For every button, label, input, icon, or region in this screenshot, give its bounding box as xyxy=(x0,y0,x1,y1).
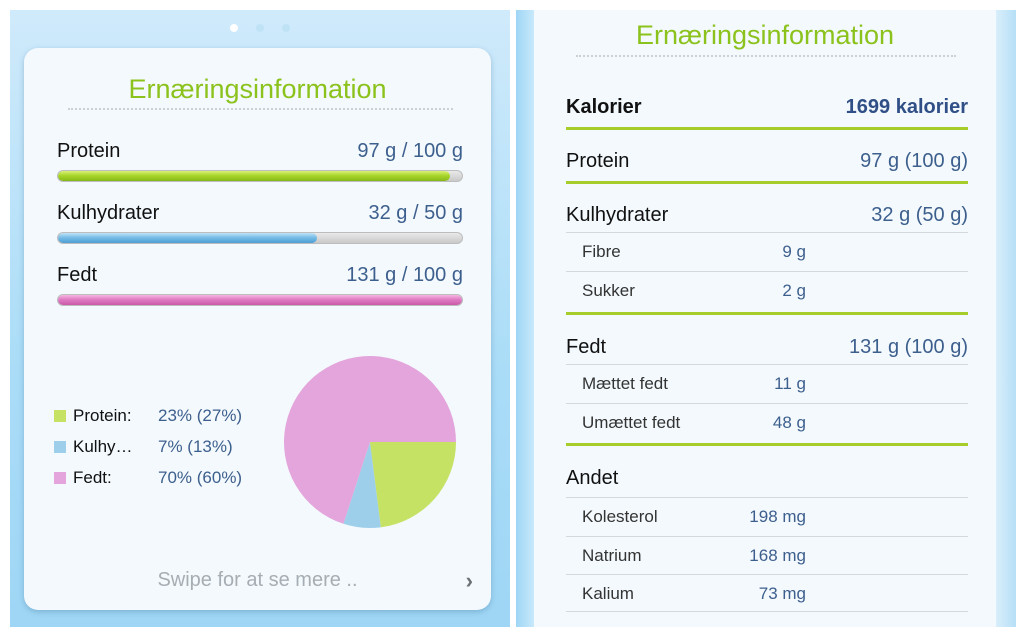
scroll-edge xyxy=(996,10,1016,627)
carbs-label: Kulhydrater xyxy=(566,203,669,226)
protein-label: Protein xyxy=(57,140,121,162)
fat-bar-fill xyxy=(58,295,462,305)
sub-label: Natrium xyxy=(582,546,642,565)
sub-value: 198 mg xyxy=(749,507,806,526)
sub-label: Fibre xyxy=(582,242,621,261)
other-sub-row: Kalium 73 mg xyxy=(566,574,968,612)
title-divider xyxy=(576,55,956,57)
carbs-row: Kulhydrater 32 g (50 g) xyxy=(566,200,968,230)
carbs-label: Kulhydrater xyxy=(57,202,160,224)
sub-label: Umættet fedt xyxy=(582,413,681,432)
detail-panel[interactable]: Ernæringsinformation Kalorier 1699 kalor… xyxy=(534,10,996,627)
carbs-value: 32 g / 50 g xyxy=(368,202,463,224)
other-sub-row: Kolesterol 198 mg xyxy=(566,497,968,535)
sub-label: Sukker xyxy=(582,281,635,300)
legend-percent: 7% (13%) xyxy=(158,436,233,456)
fat-bar-track xyxy=(57,294,463,306)
sub-label: Mættet fedt xyxy=(582,374,668,393)
other-label: Andet xyxy=(566,466,619,489)
legend-percent: 23% (27%) xyxy=(158,405,243,425)
protein-label: Protein xyxy=(566,149,630,172)
legend-name: Fedt: xyxy=(73,467,112,487)
chevron-right-icon[interactable]: › xyxy=(465,568,473,593)
swipe-hint: Swipe for at se mere .. xyxy=(157,569,358,591)
calories-label: Kalorier xyxy=(566,95,642,118)
protein-value: 97 g / 100 g xyxy=(357,140,463,162)
fat-progress: Fedt 131 g / 100 g xyxy=(57,264,463,306)
fat-value: 131 g / 100 g xyxy=(346,264,463,286)
section-divider xyxy=(566,312,968,315)
sub-value: 168 mg xyxy=(749,546,806,565)
legend-name: Kulhy… xyxy=(73,436,133,456)
calories-value: 1699 kalorier xyxy=(845,95,968,118)
carbs-sub-row: Fibre 9 g xyxy=(566,232,968,270)
legend-name: Protein: xyxy=(73,405,132,425)
overview-screen: Ernæringsinformation Protein 97 g / 100 … xyxy=(10,10,510,627)
section-divider xyxy=(566,443,968,446)
fat-label: Fedt xyxy=(57,264,98,286)
carbs-bar-fill xyxy=(58,233,317,243)
sub-value: 9 g xyxy=(782,242,806,261)
legend-percent: 70% (60%) xyxy=(158,467,243,487)
carbs-value: 32 g (50 g) xyxy=(871,203,968,226)
legend-swatch xyxy=(54,440,66,453)
pie-slice-fedt xyxy=(284,356,456,524)
page-dot-3[interactable] xyxy=(282,24,290,32)
fat-row: Fedt 131 g (100 g) xyxy=(566,332,968,362)
card-title: Ernæringsinformation xyxy=(128,74,387,104)
carbs-progress: Kulhydrater 32 g / 50 g xyxy=(57,202,463,244)
macro-pie-chart xyxy=(284,356,456,528)
section-divider xyxy=(566,181,968,184)
carbs-bar-track xyxy=(57,232,463,244)
fat-sub-row: Umættet fedt 48 g xyxy=(566,403,968,441)
section-divider xyxy=(566,127,968,130)
title-divider xyxy=(68,108,453,110)
page-dot-1[interactable] xyxy=(230,24,238,32)
sub-label: Kalium xyxy=(582,584,634,603)
protein-progress: Protein 97 g / 100 g xyxy=(57,140,463,182)
page-indicator[interactable] xyxy=(10,24,510,32)
other-row: Andet xyxy=(566,463,968,493)
legend-swatch xyxy=(54,471,66,484)
carbs-sub-row: Sukker 2 g xyxy=(566,271,968,309)
nutrition-card[interactable]: Ernæringsinformation Protein 97 g / 100 … xyxy=(24,48,491,610)
protein-row: Protein 97 g (100 g) xyxy=(566,146,968,176)
calories-row: Kalorier 1699 kalorier xyxy=(566,92,968,122)
fat-label: Fedt xyxy=(566,335,607,358)
other-sub-row: Natrium 168 mg xyxy=(566,536,968,574)
pie-slice-kulhydrater xyxy=(343,442,381,528)
legend-item-protein: Protein: 23% (27%) xyxy=(54,400,264,431)
legend-item-fat: Fedt: 70% (60%) xyxy=(54,462,264,493)
sub-value: 48 g xyxy=(772,413,806,432)
sub-value: 2 g xyxy=(782,281,806,300)
legend-item-carbs: Kulhy… 7% (13%) xyxy=(54,431,264,462)
detail-title: Ernæringsinformation xyxy=(635,20,895,50)
protein-bar-track xyxy=(57,170,463,182)
pie-slice-protein xyxy=(370,442,456,528)
page-dot-2[interactable] xyxy=(256,24,264,32)
sub-value: 73 mg xyxy=(758,584,806,603)
legend-swatch xyxy=(54,409,66,422)
detail-screen: Ernæringsinformation Kalorier 1699 kalor… xyxy=(516,10,1016,627)
fat-sub-row: Mættet fedt 11 g xyxy=(566,364,968,402)
fat-value: 131 g (100 g) xyxy=(849,335,968,358)
sub-label: Kolesterol xyxy=(582,507,658,526)
protein-value: 97 g (100 g) xyxy=(860,149,968,172)
sub-value: 11 g xyxy=(774,374,806,393)
protein-bar-fill xyxy=(58,171,450,181)
pie-legend: Protein: 23% (27%) Kulhy… 7% (13%) Fedt:… xyxy=(54,400,264,493)
